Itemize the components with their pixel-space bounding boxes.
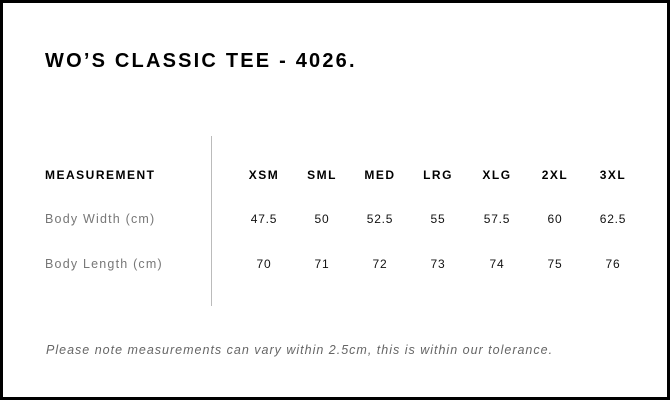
column-divider	[211, 136, 212, 306]
table-cell: 62.5	[599, 212, 627, 226]
size-header-lrg: LRG	[423, 168, 453, 182]
table-cell: 70	[256, 257, 272, 271]
row-label: Body Length (cm)	[45, 257, 163, 271]
size-header-med: MED	[364, 168, 396, 182]
table-cell: 55	[430, 212, 446, 226]
size-header-sml: SML	[307, 168, 337, 182]
row-label: Body Width (cm)	[45, 212, 156, 226]
page-title: WO’S CLASSIC TEE - 4026.	[45, 50, 357, 72]
table-cell: 47.5	[250, 212, 278, 226]
size-header-3xl: 3XL	[599, 168, 627, 182]
table-cell: 74	[489, 257, 505, 271]
table-cell: 71	[314, 257, 330, 271]
size-header-xsm: XSM	[248, 168, 280, 182]
table-cell: 73	[430, 257, 446, 271]
tolerance-note: Please note measurements can vary within…	[46, 343, 554, 357]
table-cell: 50	[314, 212, 330, 226]
table-cell: 75	[547, 257, 563, 271]
size-header-xlg: XLG	[482, 168, 512, 182]
size-header-2xl: 2XL	[541, 168, 569, 182]
table-cell: 76	[605, 257, 621, 271]
table-cell: 72	[372, 257, 388, 271]
table-cell: 57.5	[483, 212, 511, 226]
table-cell: 60	[547, 212, 563, 226]
measurement-header: MEASUREMENT	[45, 168, 156, 182]
table-cell: 52.5	[366, 212, 394, 226]
